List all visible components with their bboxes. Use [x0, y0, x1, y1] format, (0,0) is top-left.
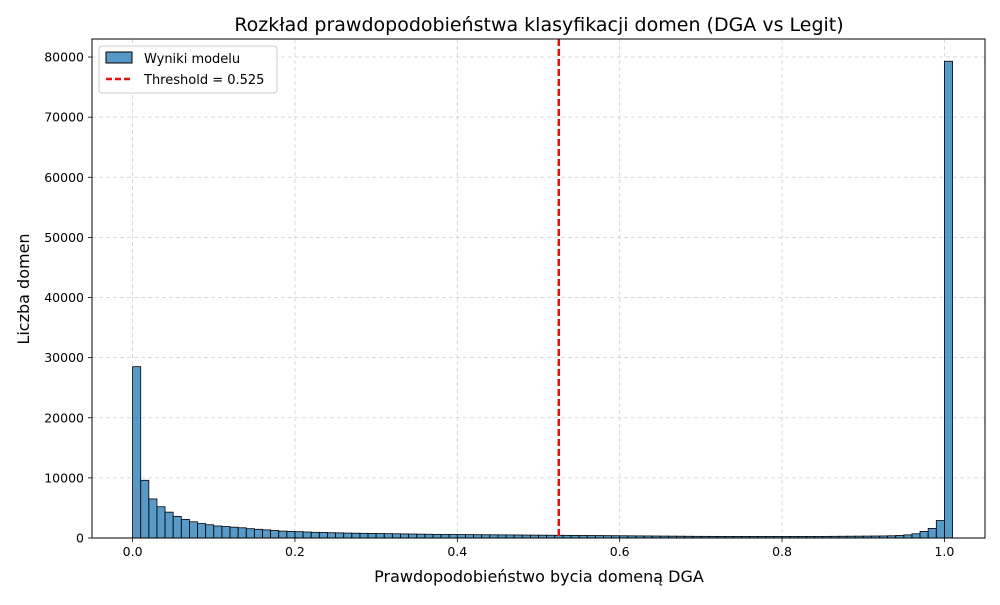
histogram-bar [270, 530, 280, 539]
histogram-bar [197, 523, 207, 539]
histogram-bar [919, 530, 929, 539]
x-tick-label: 0.6 [610, 544, 630, 559]
histogram-bar [156, 506, 166, 539]
histogram-bar [424, 533, 434, 539]
legend-label-histogram: Wyniki modelu [144, 52, 240, 67]
histogram-bar [180, 518, 190, 539]
histogram-bar [189, 521, 198, 539]
histogram-bar [327, 532, 336, 539]
histogram-bar [343, 532, 353, 539]
histogram-bar [383, 533, 393, 539]
histogram-bar [205, 524, 215, 539]
x-tick-label: 0.4 [447, 544, 467, 559]
histogram-bar [310, 531, 320, 539]
histogram-bars [132, 60, 953, 539]
histogram-bar [229, 526, 239, 539]
histogram-bar [253, 528, 263, 539]
y-tick-label: 50000 [44, 230, 84, 245]
legend-box [98, 45, 278, 94]
histogram-bar [927, 527, 937, 539]
histogram-bar [335, 532, 345, 539]
grid [92, 39, 985, 539]
legend-swatch-histogram [105, 51, 133, 64]
chart-title: Rozkład prawdopodobieństwa klasyfikacji … [234, 14, 843, 36]
histogram-bar [367, 533, 377, 539]
histogram-bar [408, 533, 418, 539]
histogram-bar [245, 528, 255, 539]
histogram-bar [278, 530, 288, 539]
histogram-bar [456, 534, 466, 539]
y-tick-label: 30000 [44, 350, 84, 365]
y-axis-label: Liczba domen [14, 233, 33, 344]
histogram-bar [148, 498, 158, 539]
histogram-bar [911, 533, 921, 539]
x-axis-label: Prawdopodobieństwo bycia domeną DGA [374, 567, 704, 586]
histogram-bar [286, 530, 296, 539]
histogram-bar [391, 533, 401, 539]
histogram-bar [221, 526, 231, 539]
histogram-bar [944, 60, 953, 539]
y-tick-label: 70000 [44, 110, 84, 125]
histogram-bar [164, 511, 174, 539]
histogram-bar [935, 520, 945, 539]
x-tick-label: 0.2 [285, 544, 305, 559]
histogram-bar [213, 525, 223, 539]
legend-label-threshold: Threshold = 0.525 [143, 73, 264, 88]
x-tick-label: 1.0 [934, 544, 954, 559]
histogram-bar [237, 527, 247, 539]
y-tick-label: 80000 [44, 50, 84, 65]
histogram-bar [262, 529, 271, 539]
histogram-bar [351, 532, 361, 539]
histogram-bar [416, 533, 426, 539]
y-tick-label: 0 [76, 531, 84, 546]
histogram-bar [294, 531, 304, 539]
x-axis-ticks: 0.0 0.2 0.4 0.6 0.8 1.0 [123, 538, 954, 559]
y-axis-ticks: 0 10000 20000 30000 40000 50000 60000 70000 8000… [44, 50, 92, 546]
histogram-bar [302, 531, 312, 539]
histogram-bar [465, 534, 474, 539]
y-tick-label: 40000 [44, 290, 84, 305]
histogram-bar [132, 366, 142, 539]
y-tick-label: 60000 [44, 170, 84, 185]
histogram-bar [140, 479, 150, 539]
histogram-bar [172, 515, 182, 539]
histogram-bar [400, 533, 410, 539]
x-tick-label: 0.0 [123, 544, 143, 559]
histogram-bar [448, 534, 458, 539]
histogram-bar [440, 534, 450, 539]
x-tick-label: 0.8 [772, 544, 792, 559]
histogram-bar [432, 533, 442, 539]
legend: Wyniki modelu Threshold = 0.525 [98, 45, 278, 94]
plot-frame [91, 38, 986, 539]
y-tick-label: 10000 [44, 470, 84, 485]
y-tick-label: 20000 [44, 410, 84, 425]
histogram-bar [359, 532, 369, 539]
histogram-bar [375, 533, 385, 539]
histogram-bar [318, 532, 328, 539]
